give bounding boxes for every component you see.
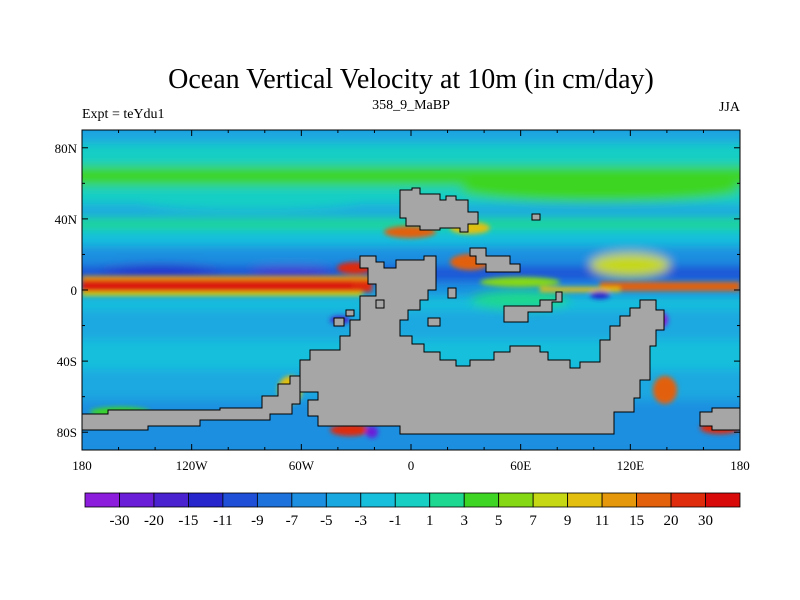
east-antarctic: [699, 407, 740, 431]
colorbar-swatch: [119, 492, 155, 508]
zonal-band: [82, 144, 740, 166]
island: [375, 299, 385, 309]
colorbar-label: -7: [286, 513, 299, 529]
colorbar-swatch: [222, 492, 258, 508]
northern-landmass: [399, 187, 479, 233]
x-tick-label: 60W: [289, 458, 315, 473]
field-patch: [100, 264, 220, 276]
colorbar-swatch: [153, 492, 189, 508]
southern-peninsula: [82, 375, 301, 431]
age-label: 358_9_MaBP: [372, 98, 450, 113]
x-axis-ticks: 180 120W 60W 0 60E 120E 180: [72, 130, 750, 473]
colorbar-swatch: [84, 492, 120, 508]
y-tick-label: 0: [71, 283, 78, 298]
island: [447, 287, 457, 299]
y-tick-label: 80S: [57, 425, 77, 440]
field-patch: [366, 426, 378, 438]
field-patch: [653, 376, 677, 404]
field-patch: [460, 178, 740, 202]
land-masses: [82, 187, 740, 435]
colorbar-swatch: [670, 492, 706, 508]
field-patch: [130, 190, 370, 210]
colorbar-swatch: [394, 492, 431, 508]
colorbar-label: -3: [355, 513, 368, 529]
x-tick-label: 120E: [617, 458, 645, 473]
colorbar-swatch: [636, 492, 672, 508]
colorbar-swatch: [360, 492, 396, 508]
y-axis-ticks: 80N 40N 0 40S 80S: [55, 141, 740, 440]
colorbar: -30 -20 -15 -11 -9 -7 -5 -3 -1 1 3 5 7 9 11 15 20 30: [84, 492, 741, 529]
field-patch: [480, 277, 560, 287]
y-tick-label: 40S: [57, 354, 77, 369]
colorbar-swatch: [601, 492, 637, 508]
colorbar-swatch: [291, 492, 327, 508]
equatorial-upwelling: [540, 287, 620, 292]
colorbar-swatch: [532, 492, 569, 508]
equatorial-upwelling: [82, 292, 362, 296]
x-tick-label: 120W: [176, 458, 209, 473]
season-label: JJA: [719, 100, 741, 115]
colorbar-swatch: [567, 492, 603, 508]
colorbar-label: -30: [109, 513, 129, 529]
colorbar-label: 5: [495, 513, 503, 529]
colorbar-label: 7: [529, 513, 537, 529]
colorbar-label: 20: [664, 513, 679, 529]
equatorial-upwelling: [600, 282, 740, 291]
colorbar-label: 15: [629, 513, 644, 529]
field-patch: [250, 266, 330, 276]
equatorial-upwelling: [82, 283, 352, 288]
small-island: [531, 213, 541, 221]
colorbar-label: -1: [389, 513, 402, 529]
field-patch: [330, 424, 370, 436]
east-landmass: [469, 247, 521, 273]
y-tick-label: 40N: [55, 212, 78, 227]
field-patch: [590, 291, 610, 299]
x-tick-label: 180: [730, 458, 750, 473]
experiment-label: Expt = teYdu1: [82, 107, 165, 122]
colorbar-label: -9: [251, 513, 264, 529]
y-tick-label: 80N: [55, 141, 78, 156]
colorbar-label: -15: [178, 513, 198, 529]
colorbar-label: -20: [144, 513, 164, 529]
chart-title: Ocean Vertical Velocity at 10m (in cm/da…: [168, 64, 654, 95]
x-tick-label: 60E: [510, 458, 531, 473]
equatorial-upwelling: [82, 276, 372, 280]
colorbar-label: 11: [595, 513, 609, 529]
colorbar-label: 1: [426, 513, 434, 529]
island: [333, 317, 345, 327]
island: [503, 291, 563, 323]
colorbar-swatch: [256, 492, 293, 508]
x-tick-label: 180: [72, 458, 92, 473]
island: [345, 309, 355, 317]
colorbar-swatch: [498, 492, 534, 508]
colorbar-swatch: [705, 492, 741, 508]
colorbar-swatch: [325, 492, 362, 508]
colorbar-label: 30: [698, 513, 713, 529]
colorbar-swatch: [188, 492, 224, 508]
x-tick-label: 0: [408, 458, 415, 473]
zonal-band: [82, 130, 740, 144]
colorbar-swatch: [429, 492, 465, 508]
zonal-band: [82, 246, 740, 266]
colorbar-swatch: [463, 492, 500, 508]
island: [427, 317, 441, 327]
velocity-field: [82, 130, 740, 450]
zonal-band: [82, 230, 740, 246]
colorbar-label: -5: [320, 513, 333, 529]
colorbar-label: 3: [460, 513, 468, 529]
field-patch: [590, 253, 670, 277]
colorbar-label: 9: [564, 513, 572, 529]
colorbar-label: -11: [213, 513, 232, 529]
